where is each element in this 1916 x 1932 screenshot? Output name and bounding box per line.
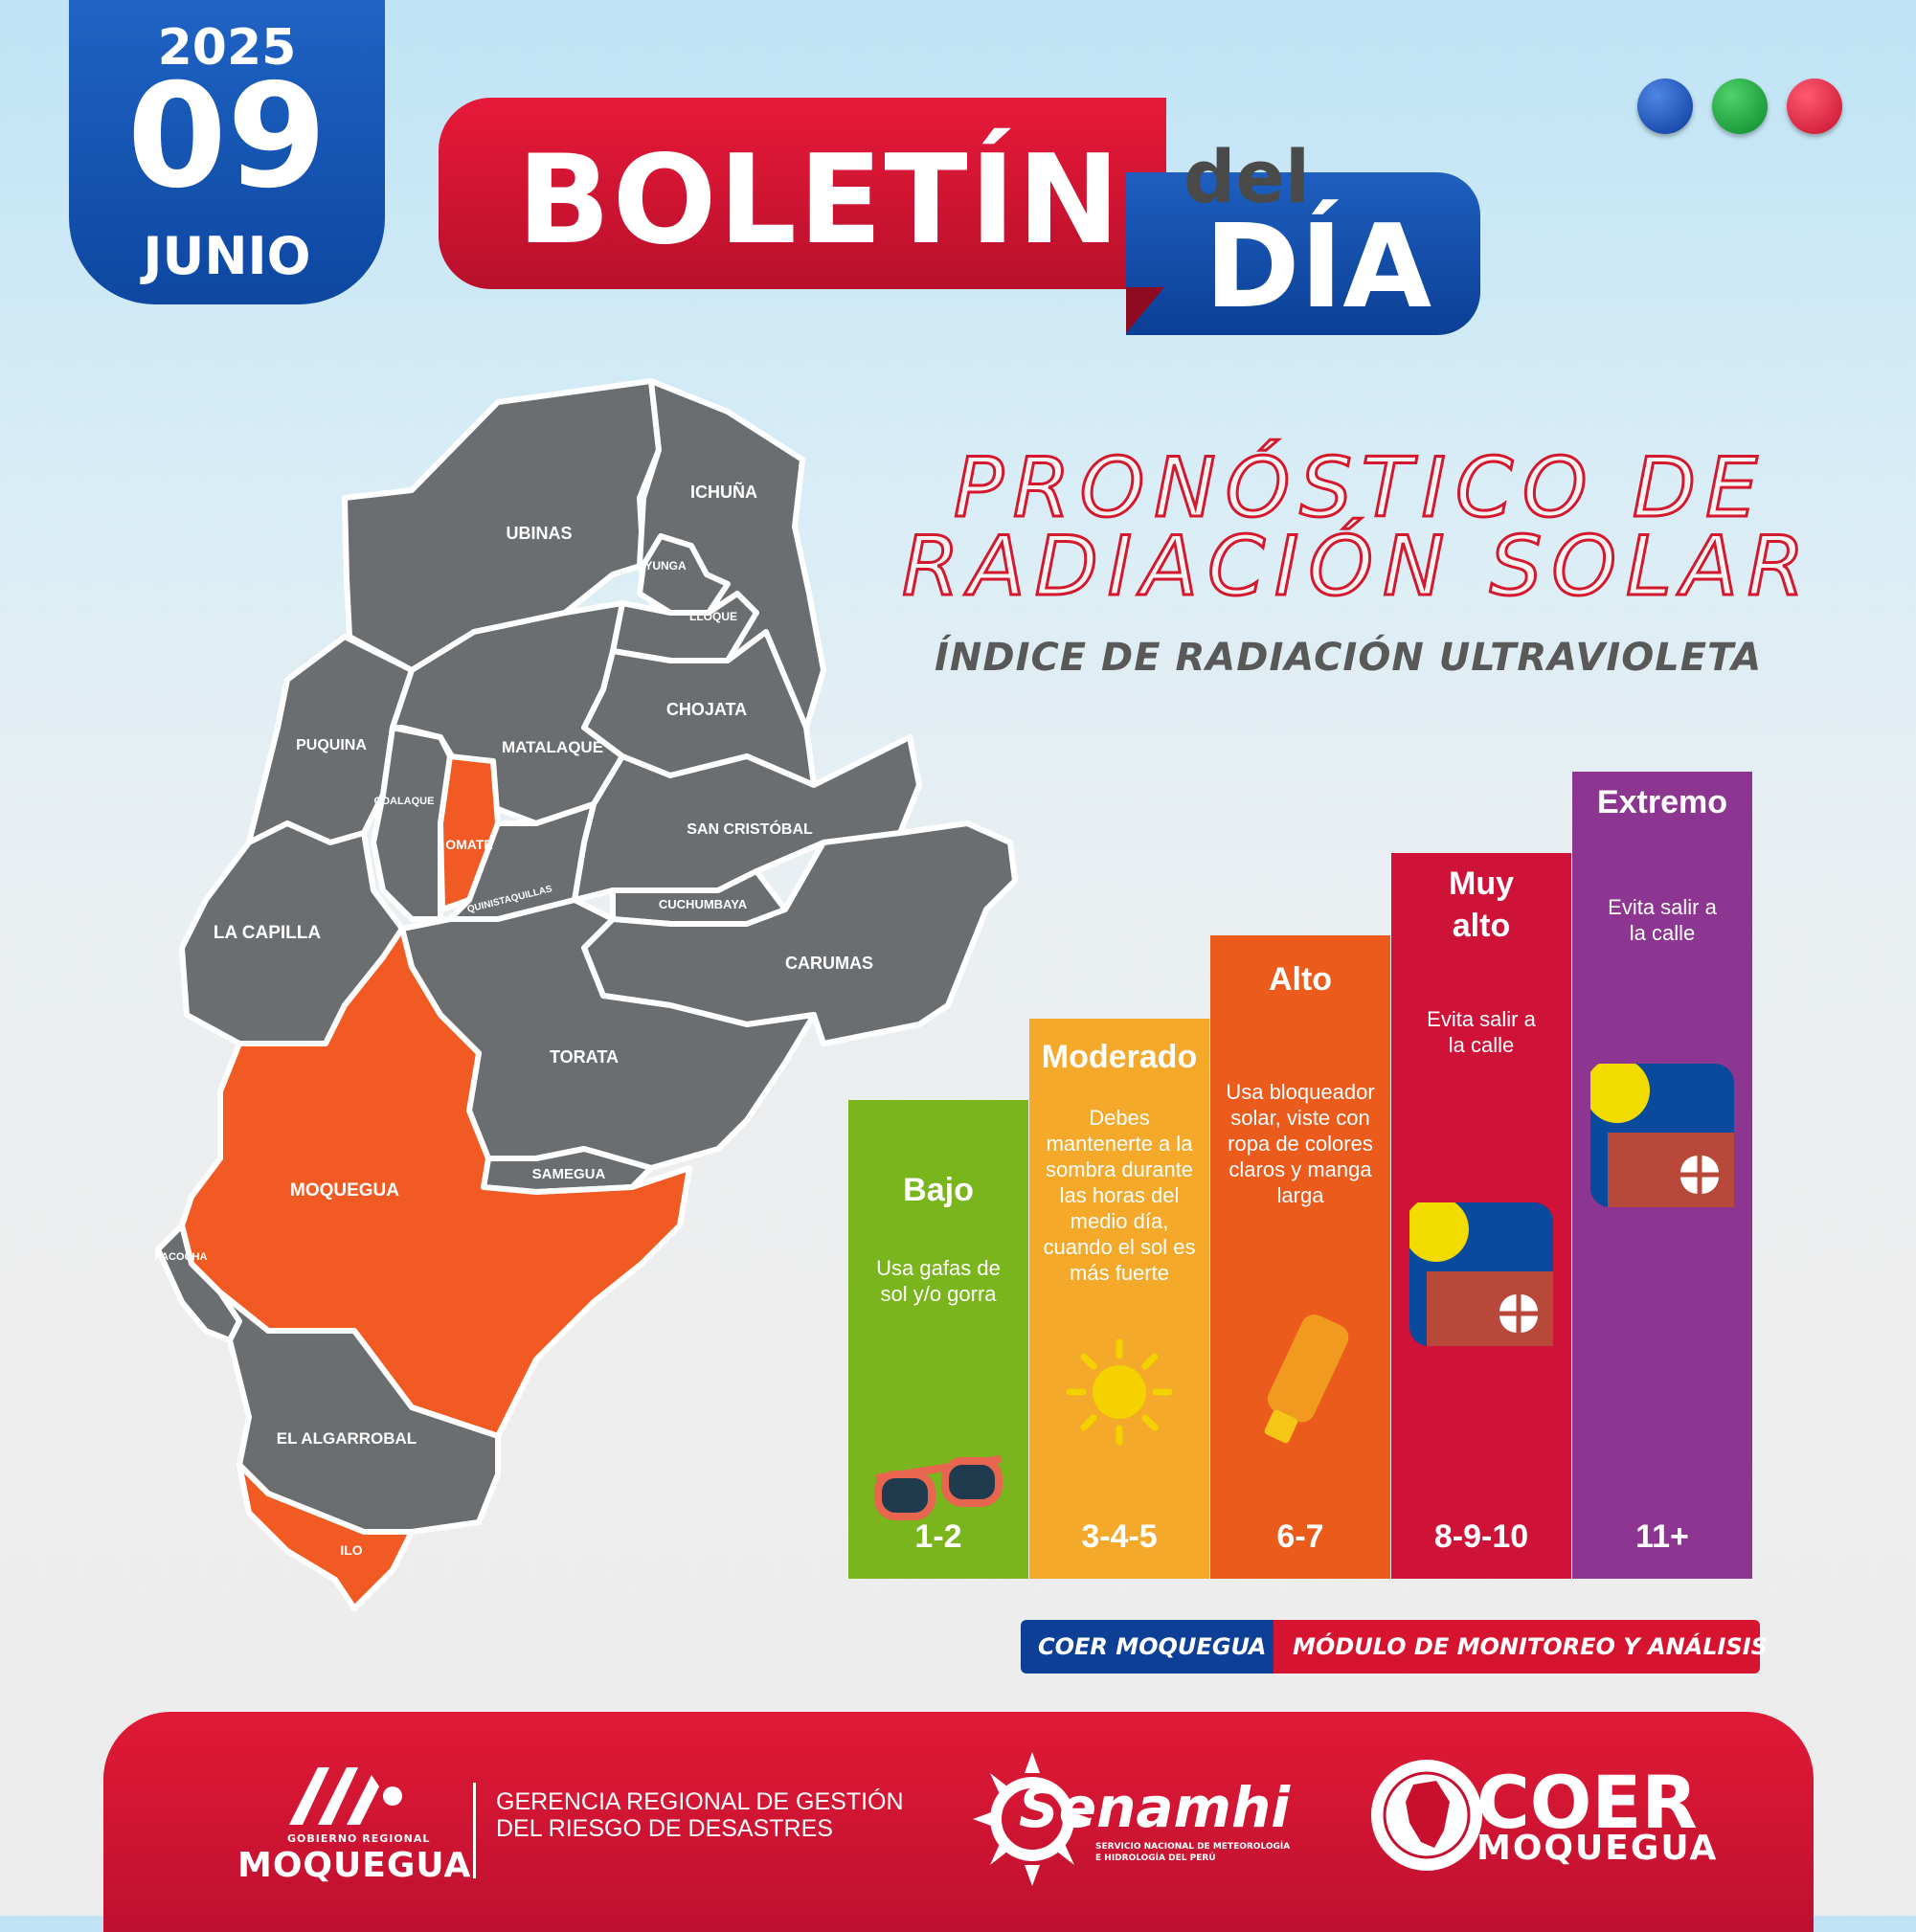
- footer: [103, 1712, 1814, 1932]
- sunglasses-icon: [848, 1440, 1028, 1531]
- banner-fold: [1126, 287, 1164, 333]
- footer-gov-small: GOBIERNO REGIONAL: [287, 1832, 431, 1845]
- coer-seal-logo-icon: [1371, 1760, 1482, 1871]
- footer-gerencia-2: DEL RIESGO DE DESASTRES: [496, 1815, 833, 1842]
- footer-senamhi-sub-2: E HIDROLOGÍA DEL PERÚ: [1095, 1853, 1216, 1863]
- uv-column-muy-alto: Muy alto Evita salir a la calle 8-9-10: [1391, 853, 1571, 1579]
- green-dot: [1712, 79, 1768, 134]
- map-label-ubinas: UBINAS: [506, 524, 572, 543]
- map-label-lloque: LLOQUE: [689, 610, 737, 623]
- district-yunga: [637, 533, 731, 616]
- uv-advice-text: Debes mantenerte a la sombra durante las…: [1043, 1106, 1196, 1285]
- banner-title: BOLETÍN: [517, 129, 1122, 272]
- map-label-pacocha: PACOCHA: [155, 1251, 208, 1263]
- map-label-la-capilla: LA CAPILLA: [214, 923, 322, 943]
- uv-range-label: 8-9-10: [1433, 1518, 1529, 1555]
- uv-advice-text: Usa bloqueador solar, viste con ropa de …: [1226, 1080, 1375, 1207]
- uv-level-label: Moderado: [1041, 1039, 1198, 1075]
- district-coalaque: [371, 725, 453, 922]
- uv-advice-text: Evita salir a la calle: [1608, 895, 1717, 945]
- uv-range-label: 3-4-5: [1081, 1518, 1158, 1555]
- footer-coer-sub: MOQUEGUA: [1476, 1829, 1719, 1868]
- moquegua-map: UBINAS ICHUÑA YUNGA LLOQUE CHOJATA PUQUINA MAT…: [155, 378, 1018, 1611]
- map-label-moquegua: MOQUEGUA: [290, 1180, 399, 1201]
- date-year: 2025: [157, 19, 297, 77]
- tag-modulo: MÓDULO DE MONITOREO Y ANÁLISIS: [1293, 1633, 1768, 1660]
- uv-level-label: Bajo: [903, 1172, 974, 1208]
- map-label-ilo: ILO: [340, 1542, 362, 1558]
- house-sun-icon: [1391, 1197, 1571, 1351]
- footer-gerencia-1: GERENCIA REGIONAL DE GESTIÓN: [496, 1788, 904, 1815]
- map-label-matalaque: MATALAQUE: [502, 738, 603, 756]
- map-label-el-algarrobal: EL ALGARROBAL: [277, 1429, 417, 1448]
- house-sun-icon: [1572, 1058, 1752, 1212]
- uv-range-label: 1-2: [914, 1518, 962, 1555]
- footer-senamhi: Senamhi: [1019, 1775, 1291, 1840]
- map-label-coalaque: COALAQUE: [374, 796, 435, 807]
- banner-dia: DÍA: [1205, 201, 1432, 334]
- banner-blue-block: [1126, 172, 1480, 335]
- date-month: JUNIO: [143, 226, 311, 286]
- tag-red-block: [1274, 1620, 1760, 1674]
- uv-level-label: Muy alto: [1449, 865, 1514, 944]
- subtitle: ÍNDICE DE RADIACIÓN ULTRAVIOLETA: [935, 636, 1763, 680]
- map-label-puquina: PUQUINA: [296, 737, 367, 753]
- map-label-yunga: YUNGA: [644, 559, 687, 573]
- map-label-samegua: SAMEGUA: [532, 1166, 606, 1182]
- sun-icon: [1029, 1335, 1209, 1454]
- district-ilo: [237, 1462, 415, 1611]
- title-line-1: PRONÓSTICO DE: [952, 439, 1768, 538]
- date-day: 09: [126, 54, 327, 220]
- uv-range-label: 6-7: [1276, 1518, 1324, 1555]
- uv-level-label: Alto: [1268, 961, 1333, 998]
- senamhi-sun-logo-icon: [973, 1752, 1092, 1886]
- date-badge: 2025 09 JUNIO: [69, 0, 385, 304]
- banner-del: del: [1183, 134, 1310, 219]
- uv-level-label: Extremo: [1596, 784, 1728, 820]
- uv-column-bajo: Bajo Usa gafas de sol y/o gorra 1-2: [848, 1100, 1028, 1579]
- map-label-san-cristobal: SAN CRISTÓBAL: [687, 820, 813, 838]
- map-label-cuchumbaya: CUCHUMBAYA: [659, 897, 748, 911]
- gobierno-regional-logo-icon: [289, 1767, 402, 1825]
- uv-advice-text: Evita salir a la calle: [1427, 1007, 1536, 1057]
- map-label-omate: OMATE: [445, 837, 493, 852]
- red-dot: [1787, 79, 1842, 134]
- uv-column-moderado: Moderado Debes mantenerte a la sombra dur…: [1029, 1019, 1209, 1579]
- map-label-ichuna: ICHUÑA: [690, 482, 757, 502]
- map-label-carumas: CARUMAS: [785, 954, 873, 973]
- tag-coer: COER MOQUEGUA: [1038, 1633, 1267, 1660]
- map-label-chojata: CHOJATA: [666, 700, 747, 719]
- map-label-torata: TORATA: [550, 1047, 619, 1067]
- tag-blue-block: [1021, 1620, 1279, 1674]
- footer-senamhi-sub-1: SERVICIO NACIONAL DE METEOROLOGÍA: [1095, 1842, 1291, 1852]
- uv-column-extremo: Extremo Evita salir a la calle 11+: [1572, 772, 1752, 1579]
- footer-gov: MOQUEGUA: [237, 1846, 472, 1885]
- sunscreen-icon: [1210, 1304, 1390, 1462]
- footer-divider: [473, 1783, 476, 1878]
- banner-red-block: [439, 98, 1166, 289]
- uv-column-alto: Alto Usa bloqueador solar, viste con ropa…: [1210, 935, 1390, 1579]
- uv-range-label: 11+: [1635, 1518, 1689, 1555]
- title-line-2: RADIACIÓN SOLAR: [901, 518, 1815, 617]
- uv-advice-text: Usa gafas de sol y/o gorra: [876, 1256, 1001, 1306]
- footer-coer: COER: [1476, 1760, 1698, 1845]
- blue-dot: [1637, 79, 1693, 134]
